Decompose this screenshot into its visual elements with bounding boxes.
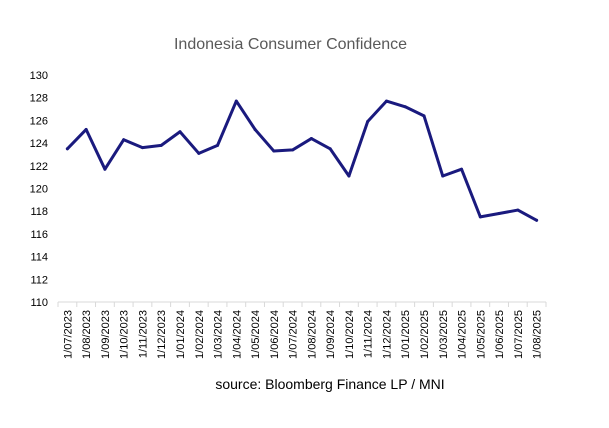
data-point: [272, 149, 276, 153]
data-point: [159, 143, 163, 147]
x-tick-label: 1/10/2024: [344, 310, 356, 359]
x-tick-label: 1/12/2023: [156, 310, 168, 359]
x-tick-label: 1/04/2024: [231, 310, 243, 359]
data-point: [309, 137, 313, 141]
x-tick-label: 1/06/2024: [269, 310, 281, 359]
chart-title: Indonesia Consumer Confidence: [173, 36, 408, 53]
x-tick-label: 1/09/2023: [100, 310, 112, 359]
y-tick-label: 112: [30, 274, 48, 286]
x-tick-label: 1/10/2023: [119, 310, 131, 359]
data-point: [103, 167, 107, 171]
x-tick-label: 1/11/2024: [363, 310, 375, 358]
x-tick-label: 1/08/2023: [81, 310, 93, 359]
x-tick-label: 1/08/2025: [532, 310, 544, 359]
x-tick-label: 1/05/2024: [250, 310, 262, 359]
y-tick-label: 116: [30, 229, 48, 241]
x-tick-label: 1/09/2024: [325, 310, 337, 359]
y-tick-label: 126: [30, 115, 48, 127]
x-tick-label: 1/12/2024: [381, 310, 393, 359]
data-point: [234, 99, 238, 103]
x-tick-label: 1/11/2023: [137, 310, 149, 358]
data-point: [460, 167, 464, 171]
data-point: [328, 147, 332, 151]
data-point: [65, 147, 69, 151]
data-point: [253, 127, 257, 131]
x-tick-label: 1/05/2025: [475, 310, 487, 359]
x-tick-label: 1/03/2025: [438, 310, 450, 359]
data-point: [291, 148, 295, 152]
data-point: [178, 130, 182, 134]
axes: [57, 301, 547, 307]
data-point: [140, 146, 144, 150]
data-point: [441, 174, 445, 178]
data-point: [516, 208, 520, 212]
y-tick-label: 120: [30, 184, 48, 196]
data-point: [366, 120, 370, 124]
x-tick-label: 1/01/2024: [175, 310, 187, 359]
x-tick-label: 1/07/2023: [62, 310, 74, 359]
y-tick-label: 130: [30, 70, 48, 82]
x-tick-label: 1/03/2024: [213, 310, 225, 359]
y-tick-label: 118: [30, 206, 48, 218]
chart-source: source: Bloomberg Finance LP / MNI: [215, 376, 445, 392]
y-tick-label: 110: [30, 297, 48, 309]
x-tick-label: 1/01/2025: [400, 310, 412, 359]
data-point: [216, 143, 220, 147]
data-point: [384, 99, 388, 103]
data-point: [84, 127, 88, 131]
x-tick-label: 1/02/2024: [194, 310, 206, 359]
x-tick-label: 1/07/2025: [513, 310, 525, 359]
x-tick-label: 1/08/2024: [306, 310, 318, 359]
data-point: [497, 211, 501, 215]
y-tick-label: 128: [30, 93, 48, 105]
y-tick-label: 114: [30, 252, 48, 264]
data-point: [122, 138, 126, 142]
y-tick-label: 122: [30, 161, 48, 173]
data-point: [422, 114, 426, 118]
data-point: [197, 151, 201, 155]
y-tick-label: 124: [30, 138, 48, 150]
series-line: [65, 99, 539, 222]
x-tick-label: 1/02/2025: [419, 310, 431, 359]
x-tick-label: 1/06/2025: [494, 310, 506, 359]
data-point: [347, 174, 351, 178]
y-tick-labels: 110 112 114 116 118 120 122 124 126 128 130: [30, 70, 48, 309]
series-layer: [65, 99, 539, 222]
x-tick-label: 1/07/2024: [288, 310, 300, 359]
data-point: [478, 215, 482, 219]
data-point: [403, 105, 407, 109]
x-tick-labels: 1/07/2023 1/08/2023 1/09/2023 1/10/2023 1/11…: [62, 310, 543, 359]
data-point: [535, 218, 539, 222]
x-tick-label: 1/04/2025: [457, 310, 469, 359]
